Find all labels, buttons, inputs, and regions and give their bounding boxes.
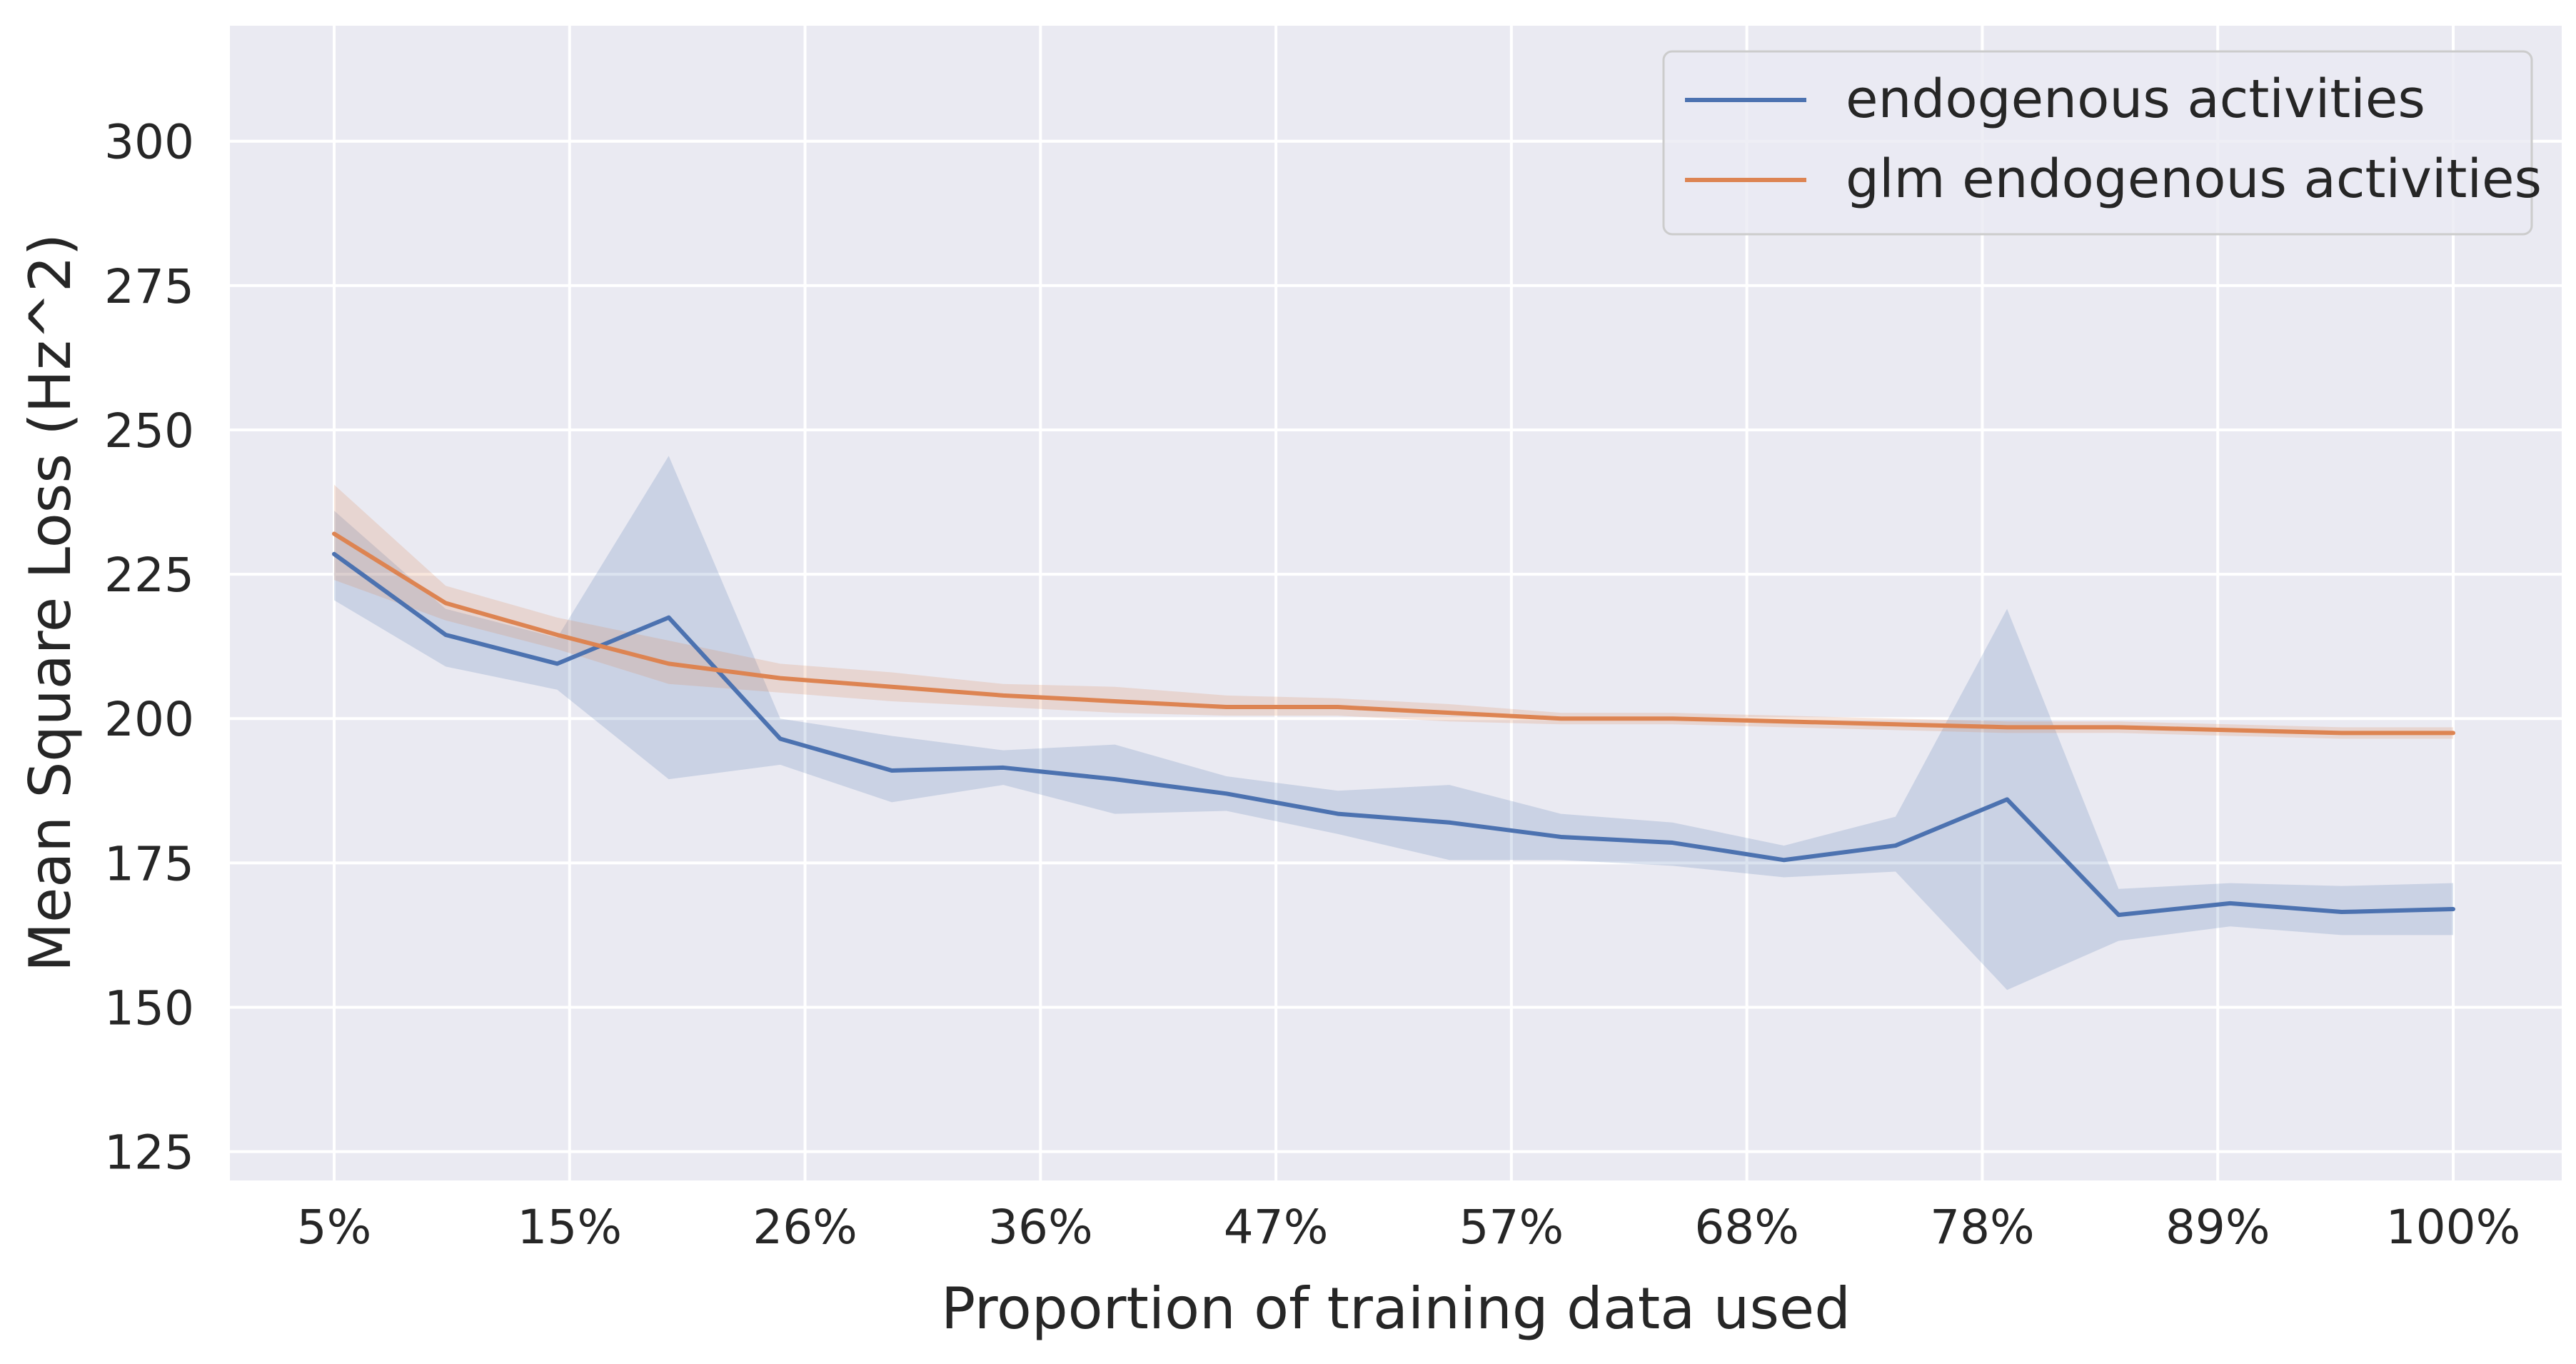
series-lines	[332, 531, 2455, 918]
x-tick-label-5: 5%	[297, 1200, 372, 1255]
data-point-glm-endogenous-activities	[1002, 695, 1004, 696]
data-point-endogenous-activities	[2341, 911, 2343, 913]
x-tick-label-26: 26%	[753, 1200, 857, 1255]
data-point-endogenous-activities	[2118, 914, 2119, 916]
data-point-glm-endogenous-activities	[1895, 723, 1896, 725]
confidence-band-glm-endogenous-activities	[334, 484, 2453, 739]
data-point-glm-endogenous-activities	[668, 663, 670, 664]
data-point-glm-endogenous-activities	[333, 533, 335, 534]
series-line-glm-endogenous-activities	[332, 531, 2455, 736]
x-tick-label-47: 47%	[1224, 1200, 1329, 1255]
data-point-glm-endogenous-activities	[1337, 706, 1339, 708]
data-point-glm-endogenous-activities	[556, 634, 558, 636]
y-tick-label-225: 225	[104, 548, 194, 603]
confidence-bands	[334, 456, 2453, 991]
data-point-endogenous-activities	[2006, 798, 2008, 800]
x-tick-label-57: 57%	[1459, 1200, 1564, 1255]
data-point-endogenous-activities	[668, 617, 670, 618]
data-point-endogenous-activities	[1449, 822, 1450, 823]
x-tick-label-100: 100%	[2386, 1200, 2521, 1255]
y-tick-label-275: 275	[104, 259, 194, 314]
legend: endogenous activities glm endogenous act…	[1662, 50, 2542, 236]
y-tick-label-250: 250	[104, 403, 194, 458]
x-tick-labels: 5% 15% 26% 36% 47% 57% 68% 78% 89% 100%	[297, 1200, 2521, 1255]
data-point-glm-endogenous-activities	[1783, 721, 1785, 722]
legend-box	[1662, 50, 2533, 236]
x-tick-label-68: 68%	[1694, 1200, 1799, 1255]
data-point-endogenous-activities	[333, 553, 335, 555]
data-point-glm-endogenous-activities	[2118, 726, 2119, 728]
y-tick-label-300: 300	[104, 115, 194, 170]
series-line-endogenous-activities	[332, 551, 2455, 918]
y-axis-label: Mean Square Loss (Hz^2)	[17, 234, 84, 972]
data-point-endogenous-activities	[556, 663, 558, 664]
data-point-glm-endogenous-activities	[2006, 726, 2008, 728]
data-point-endogenous-activities	[1783, 859, 1785, 861]
x-tick-label-36: 36%	[988, 1200, 1093, 1255]
legend-label-endogenous-activities: endogenous activities	[1846, 69, 2425, 130]
data-point-glm-endogenous-activities	[1672, 718, 1674, 719]
y-tick-label-200: 200	[104, 692, 194, 747]
x-tick-label-78: 78%	[1930, 1200, 2035, 1255]
data-point-endogenous-activities	[1337, 813, 1339, 815]
legend-label-glm-endogenous-activities: glm endogenous activities	[1846, 149, 2542, 210]
data-point-endogenous-activities	[1002, 767, 1004, 768]
x-tick-label-89: 89%	[2165, 1200, 2270, 1255]
y-tick-label-175: 175	[104, 836, 194, 891]
data-point-endogenous-activities	[2452, 908, 2454, 910]
y-tick-label-150: 150	[104, 981, 194, 1035]
y-tick-labels: 125 150 175 200 225 250 275 300	[104, 115, 194, 1180]
confidence-band-endogenous-activities	[334, 456, 2453, 991]
x-tick-label-15: 15%	[517, 1200, 622, 1255]
y-tick-label-125: 125	[104, 1125, 194, 1180]
data-point-endogenous-activities	[1226, 793, 1227, 794]
x-axis-label: Proportion of training data used	[941, 1275, 1851, 1342]
data-point-glm-endogenous-activities	[1226, 706, 1227, 708]
